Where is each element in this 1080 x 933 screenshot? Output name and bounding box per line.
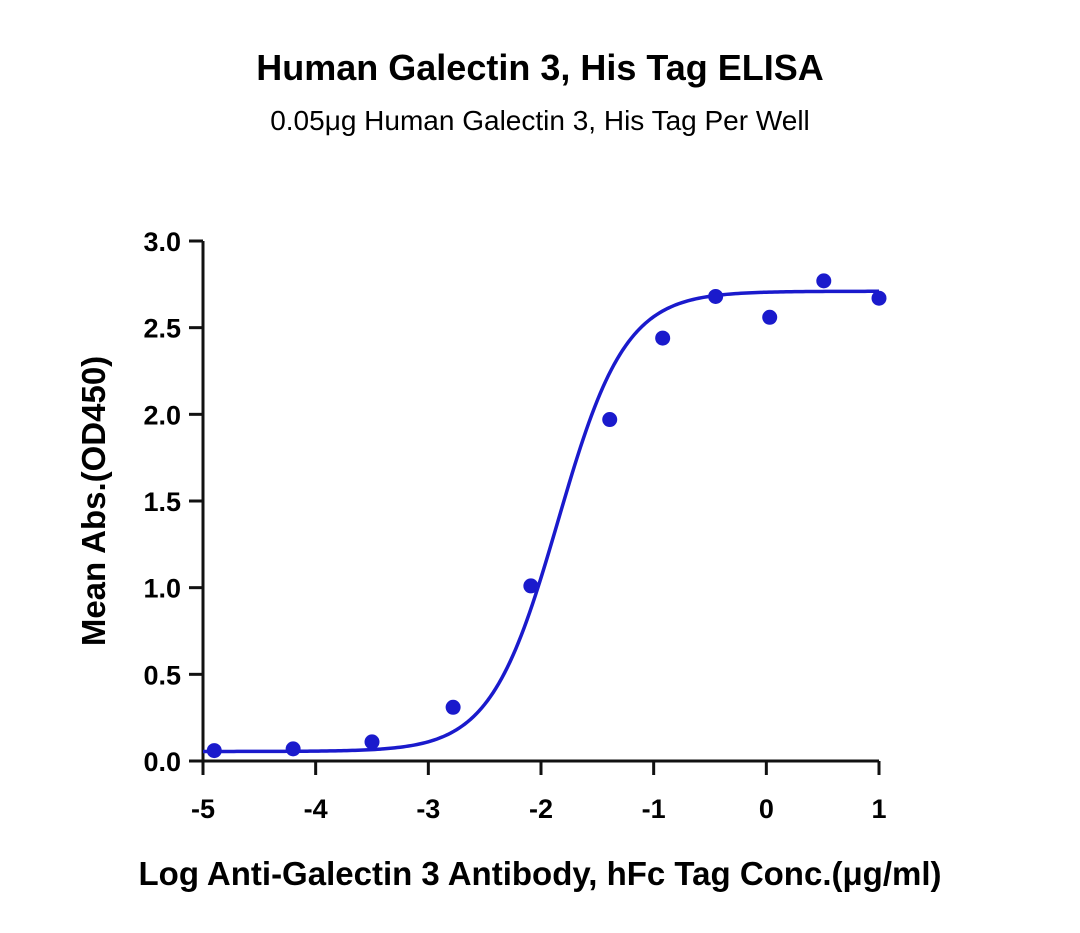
data-point — [708, 288, 724, 304]
fit-curve — [203, 289, 879, 754]
y-tick-label: 0.0 — [143, 747, 181, 777]
y-axis-label: Mean Abs.(OD450) — [75, 356, 112, 646]
x-tick-label: -3 — [416, 794, 440, 824]
y-tick-label: 0.5 — [143, 660, 181, 690]
x-tick-label: 1 — [871, 794, 886, 824]
chart-title: Human Galectin 3, His Tag ELISA — [256, 47, 823, 88]
data-point — [871, 290, 887, 306]
data-point — [206, 743, 222, 759]
data-point — [816, 273, 832, 289]
y-tick-label: 2.5 — [143, 314, 181, 344]
fit-curve-group — [203, 289, 879, 754]
data-point — [285, 741, 301, 757]
data-points-group — [206, 273, 887, 759]
chart-subtitle: 0.05μg Human Galectin 3, His Tag Per Wel… — [270, 105, 810, 136]
data-point — [364, 734, 380, 750]
data-point — [655, 330, 671, 346]
data-point — [445, 699, 461, 715]
y-tick-label: 3.0 — [143, 227, 181, 257]
x-axis: -5 -4 -3 -2 -1 0 1 — [191, 759, 887, 824]
y-tick-label: 1.5 — [143, 487, 181, 517]
x-tick-label: -4 — [304, 794, 328, 824]
data-point — [602, 412, 618, 428]
y-axis: 0.0 0.5 1.0 1.5 2.0 2.5 3.0 — [143, 227, 205, 777]
data-point — [523, 578, 539, 594]
y-tick-label: 1.0 — [143, 574, 181, 604]
x-tick-label: -5 — [191, 794, 215, 824]
data-point — [762, 309, 778, 325]
y-tick-label: 2.0 — [143, 400, 181, 430]
x-axis-label: Log Anti-Galectin 3 Antibody, hFc Tag Co… — [139, 855, 942, 892]
x-tick-label: -1 — [642, 794, 666, 824]
x-tick-label: -2 — [529, 794, 553, 824]
x-tick-label: 0 — [759, 794, 774, 824]
